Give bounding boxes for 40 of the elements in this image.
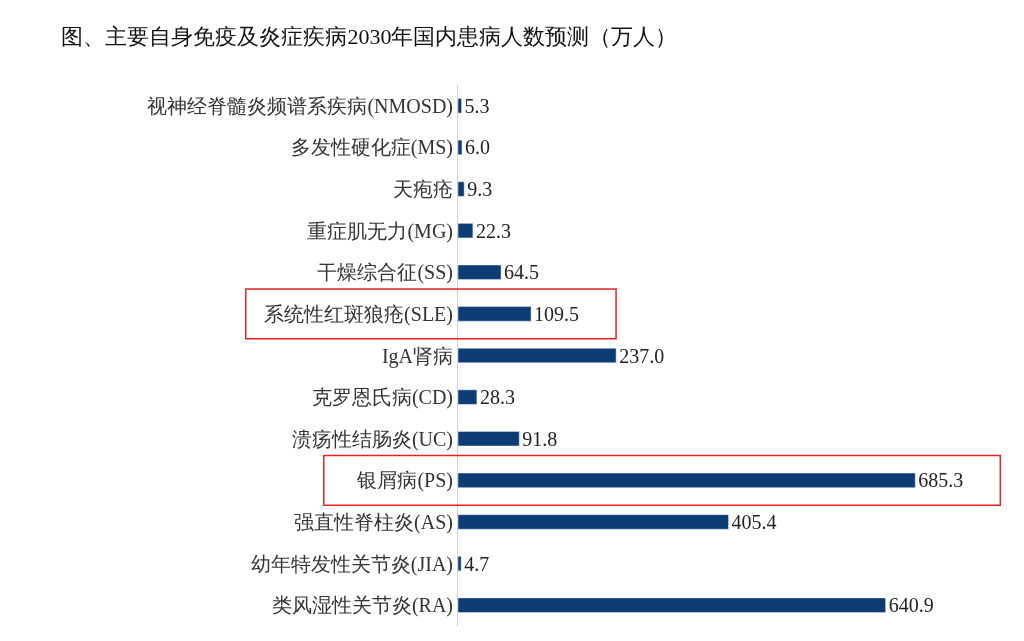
- bar: [458, 472, 916, 488]
- bar: [458, 98, 462, 114]
- data-label: 685.3: [918, 469, 964, 492]
- data-label: 4.7: [464, 552, 490, 575]
- y-tick-label: 多发性硬化症(MS): [290, 136, 453, 160]
- bar: [458, 139, 463, 155]
- y-tick-label: 强直性脊柱炎(AS): [294, 510, 453, 534]
- y-tick-label: 幼年特发性关节炎(JIA): [250, 552, 453, 576]
- data-label: 28.3: [479, 386, 515, 409]
- y-tick-label: 干燥综合征(SS): [317, 261, 453, 285]
- y-tick-label: 系统性红斑狼疮(SLE): [264, 302, 453, 326]
- bar: [458, 556, 462, 572]
- bar: [458, 264, 502, 280]
- bar: [458, 347, 617, 364]
- data-label: 22.3: [475, 219, 511, 242]
- y-tick-label: 类风湿性关节炎(RA): [271, 594, 453, 618]
- data-label: 9.3: [467, 178, 493, 201]
- y-tick-label: 克罗恩氏病(CD): [311, 386, 453, 410]
- y-tick-label: 天疱疮: [393, 178, 453, 201]
- y-tick-label: 视神经脊髓炎频谱系疾病(NMOSD): [147, 94, 453, 118]
- bar: [458, 597, 886, 613]
- data-label: 91.8: [522, 427, 558, 450]
- y-tick-label: 溃疡性结肠炎(UC): [291, 427, 453, 451]
- data-label: 237.0: [619, 344, 665, 367]
- data-label: 640.9: [888, 594, 934, 617]
- y-tick-label: IgA肾病: [381, 344, 453, 368]
- data-label: 64.5: [504, 261, 540, 284]
- chart-title: 图、主要自身免疫及炎症疾病2030年国内患病人数预测（万人）: [61, 24, 678, 50]
- y-tick-label: 重症肌无力(MG): [307, 219, 453, 243]
- data-label: 5.3: [464, 94, 490, 117]
- data-label: 109.5: [534, 302, 580, 325]
- data-label: 405.4: [731, 510, 777, 533]
- bar: [458, 389, 478, 405]
- bar: [458, 306, 532, 322]
- data-label: 6.0: [465, 136, 490, 159]
- y-tick-label: 银屑病(PS): [356, 469, 453, 493]
- bar: [458, 223, 474, 239]
- bar: [458, 181, 465, 197]
- bar: [458, 431, 520, 447]
- bar: [458, 514, 729, 530]
